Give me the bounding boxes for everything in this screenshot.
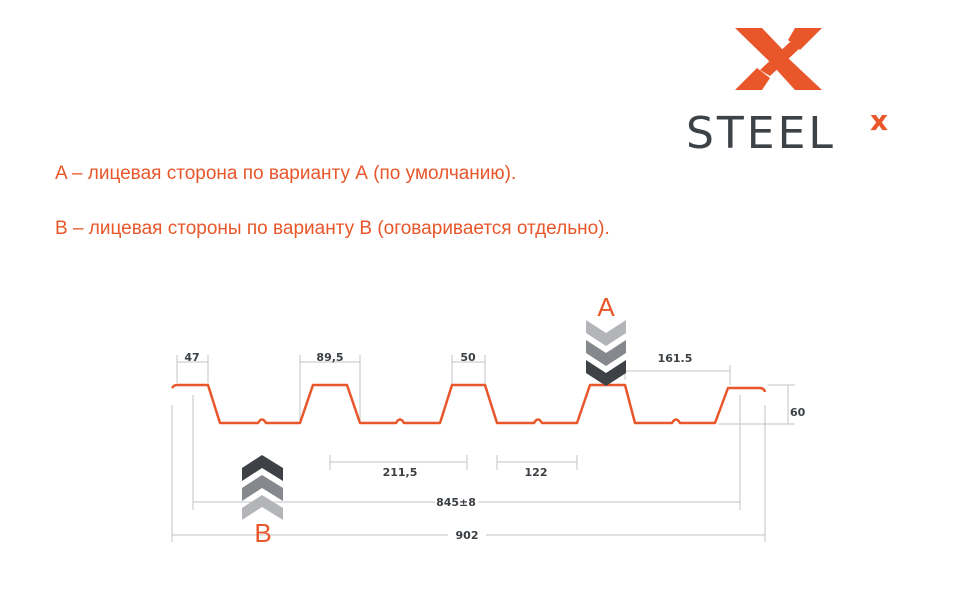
dim-161-5: 161.5 — [658, 352, 693, 365]
dim-89-5: 89,5 — [316, 351, 343, 364]
dim-122: 122 — [525, 466, 548, 479]
sheet-profile — [170, 383, 767, 425]
dim-845: 845±8 — [436, 496, 476, 509]
side-a-chevrons-icon — [586, 320, 626, 386]
legend-line-a: A – лицевая сторона по варианту А (по ум… — [55, 163, 517, 184]
side-b-label: B — [254, 518, 271, 548]
steelx-logo: STEEL x — [686, 28, 888, 159]
dimension-lines — [171, 355, 795, 542]
dim-60: 60 — [790, 406, 806, 419]
logo-text: STEEL — [686, 108, 836, 159]
legend-line-b: B – лицевая стороны по варианту В (огова… — [55, 218, 610, 239]
logo-superscript: x — [870, 104, 888, 137]
dim-211-5: 211,5 — [383, 466, 418, 479]
dim-902: 902 — [456, 529, 479, 542]
dim-50: 50 — [460, 351, 476, 364]
dim-47: 47 — [184, 351, 199, 364]
side-b-chevrons-icon — [242, 455, 283, 520]
side-a-label: A — [597, 292, 615, 322]
